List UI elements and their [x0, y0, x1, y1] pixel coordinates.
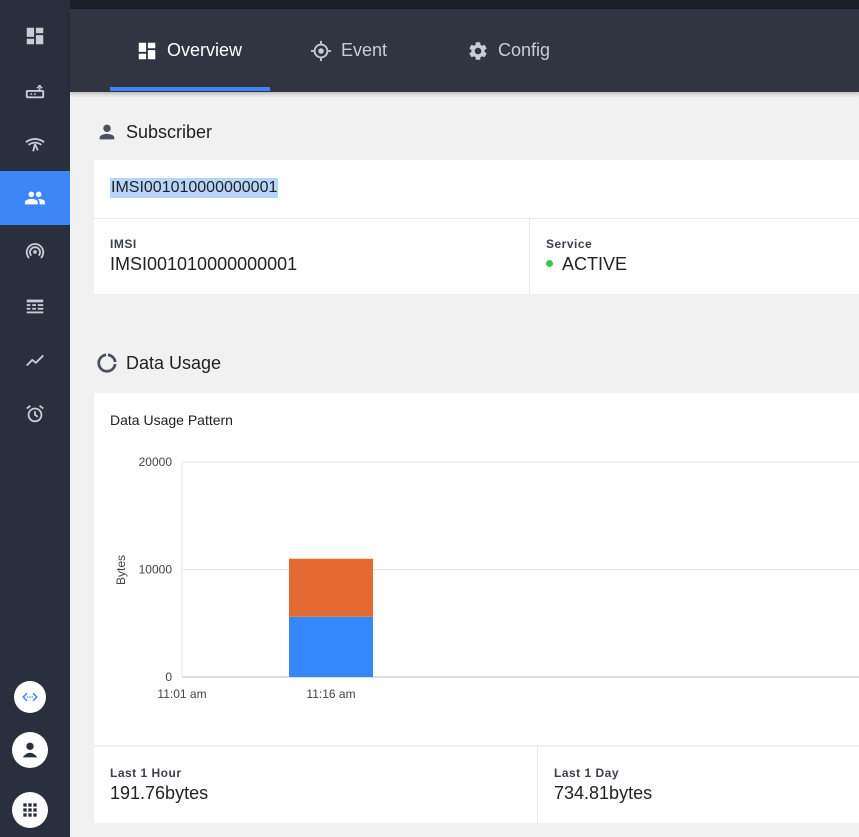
divider — [94, 218, 859, 219]
signal-icon — [25, 243, 45, 259]
bar-segment — [289, 616, 373, 677]
chart-title: Data Usage Pattern — [110, 412, 233, 428]
router-icon — [25, 84, 45, 99]
account-button[interactable] — [12, 732, 48, 768]
divider — [529, 218, 530, 294]
y-axis-label: Bytes — [114, 555, 128, 585]
top-strip — [70, 0, 859, 9]
tab-event-label: Event — [341, 40, 388, 60]
subscriber-id-heading[interactable]: IMSI001010000000001 — [110, 178, 279, 198]
subscriber-title-text: Subscriber — [126, 121, 213, 142]
service-label: Service — [546, 237, 593, 251]
y-tick-label: 20000 — [139, 455, 173, 469]
usage-summary-card: Last 1 Hour 191.76bytes Last 1 Day 734.8… — [94, 747, 859, 823]
tab-overview[interactable]: Overview — [136, 9, 242, 92]
sidebar-item-dashboard[interactable] — [0, 9, 70, 63]
data-usage-section-title: Data Usage — [96, 352, 221, 374]
tab-overview-label: Overview — [167, 40, 243, 60]
tab-event[interactable]: Event — [310, 9, 387, 92]
apps-menu-button[interactable] — [12, 792, 48, 828]
event-target-icon — [310, 40, 332, 61]
divider — [537, 747, 538, 823]
data-usage-title-text: Data Usage — [126, 352, 222, 373]
sidebar — [0, 0, 70, 837]
imsi-value: IMSI001010000000001 — [110, 254, 298, 274]
data-usage-chart: 0 10000 20000 Bytes 11:01 am 11:16 am — [114, 455, 859, 701]
last-day-value: 734.81bytes — [554, 783, 653, 803]
table-icon — [26, 299, 44, 314]
sidebar-item-subscribers[interactable] — [0, 171, 70, 225]
active-tab-indicator — [110, 87, 270, 91]
last-hour-value: 191.76bytes — [110, 783, 209, 803]
gear-icon — [469, 41, 487, 60]
x-tick-label: 11:16 am — [306, 687, 355, 701]
imsi-label: IMSI — [110, 237, 137, 251]
y-tick-label: 0 — [165, 670, 172, 684]
tab-config[interactable]: Config — [467, 9, 550, 92]
sidebar-item-alerts[interactable] — [0, 387, 70, 441]
last-day-label: Last 1 Day — [554, 766, 620, 780]
people-icon — [24, 191, 46, 205]
service-value: ACTIVE — [562, 254, 628, 274]
tab-bar: Overview Event Config — [70, 9, 859, 92]
tab-config-label: Config — [498, 40, 551, 60]
sidebar-item-equipment[interactable] — [0, 63, 70, 117]
sidebar-item-tables[interactable] — [0, 279, 70, 333]
y-tick-label: 10000 — [139, 563, 173, 577]
chart-card: Data Usage Pattern 0 10000 20000 Bytes 11:01… — [94, 393, 859, 745]
sidebar-item-policy[interactable] — [0, 225, 70, 279]
person-icon — [99, 124, 115, 140]
trend-icon — [26, 354, 44, 367]
sidebar-item-metrics[interactable] — [0, 333, 70, 387]
last-hour-label: Last 1 Hour — [110, 766, 182, 780]
x-tick-label: 11:01 am — [157, 687, 206, 701]
service-status: ACTIVE — [546, 254, 627, 275]
apps-grid-icon — [23, 803, 37, 817]
network-selector-button[interactable] — [14, 681, 46, 713]
status-dot — [546, 259, 553, 267]
subscriber-section-title: Subscriber — [96, 121, 212, 143]
donut-chart-icon — [97, 353, 117, 373]
wifi-tethering-icon — [25, 138, 45, 152]
alarm-icon — [26, 405, 44, 423]
subscriber-card: IMSI001010000000001 IMSI IMSI00101000000… — [94, 160, 859, 294]
user-account-icon — [22, 742, 38, 758]
bar-segment — [289, 558, 373, 617]
dashboard-icon — [26, 27, 44, 45]
sidebar-item-network[interactable] — [0, 117, 70, 171]
overview-icon — [138, 42, 156, 59]
code-network-icon — [22, 692, 38, 702]
